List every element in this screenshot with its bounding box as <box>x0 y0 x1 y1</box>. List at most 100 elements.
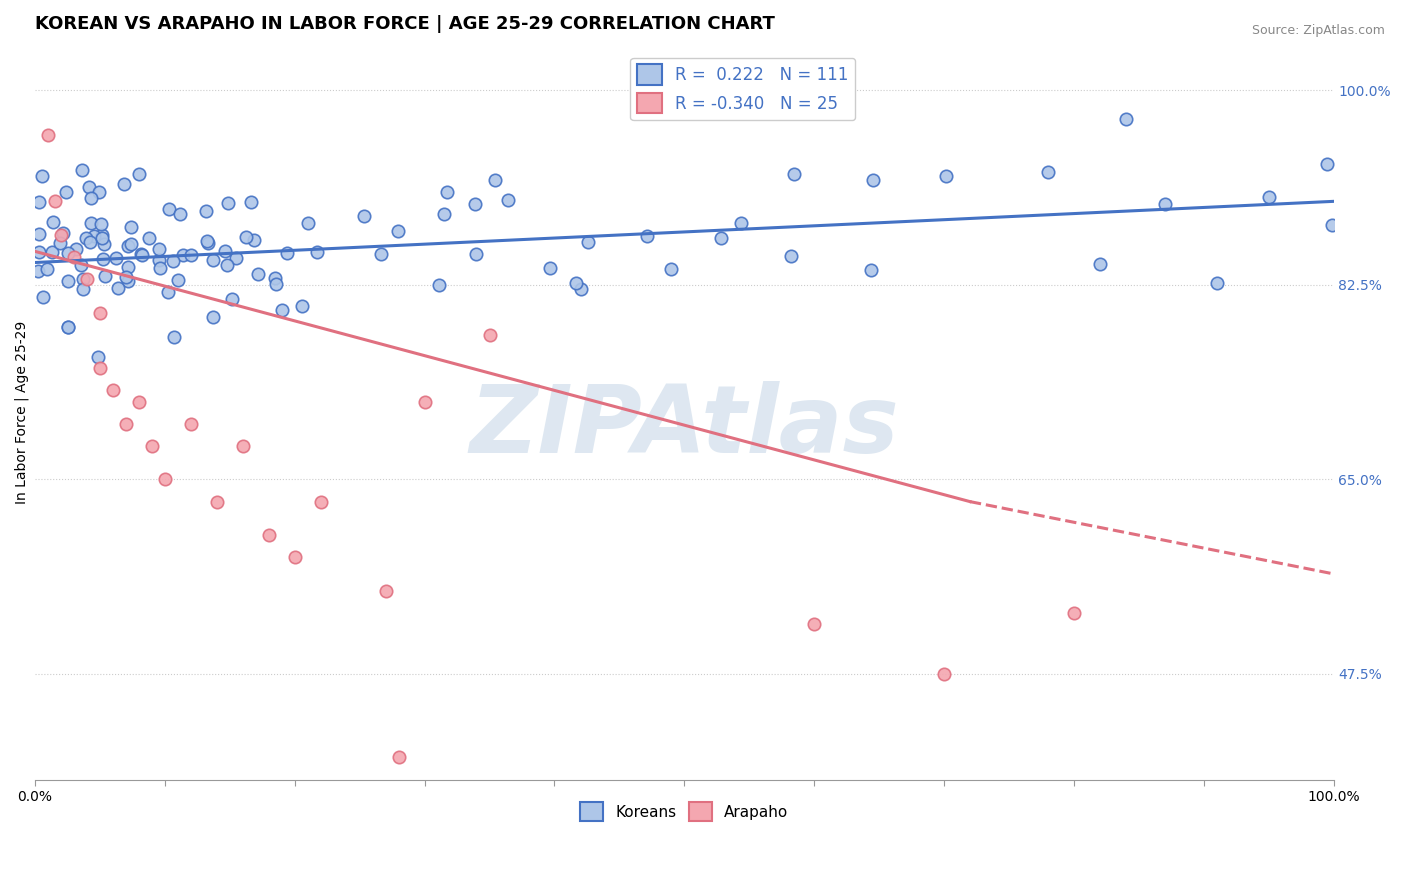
Point <box>205 494 228 508</box>
Point <box>1322 218 1344 232</box>
Point <box>148 242 170 256</box>
Point <box>264 270 287 285</box>
Point <box>115 270 138 285</box>
Point <box>148 260 170 275</box>
Point <box>217 196 239 211</box>
Point <box>659 262 682 277</box>
Point <box>169 207 191 221</box>
Point <box>27 264 49 278</box>
Point <box>214 244 236 258</box>
Point <box>89 361 111 376</box>
Point <box>148 252 170 267</box>
Point <box>436 186 458 200</box>
Point <box>156 285 179 299</box>
Point <box>141 439 163 453</box>
Point <box>266 277 288 292</box>
Point <box>72 272 94 286</box>
Point <box>128 167 150 181</box>
Point <box>180 417 202 431</box>
Point <box>779 249 801 263</box>
Point <box>101 384 124 398</box>
Point <box>194 203 217 218</box>
Point <box>484 173 506 187</box>
Point <box>153 472 176 486</box>
Legend: Koreans, Arapaho: Koreans, Arapaho <box>574 797 794 827</box>
Point <box>1036 164 1059 178</box>
Point <box>202 310 225 324</box>
Point <box>710 231 733 245</box>
Point <box>387 224 409 238</box>
Point <box>730 216 752 230</box>
Point <box>413 394 436 409</box>
Point <box>271 302 294 317</box>
Point <box>276 245 298 260</box>
Text: ZIPAtlas: ZIPAtlas <box>470 381 900 474</box>
Point <box>117 239 139 253</box>
Point <box>1257 190 1279 204</box>
Point <box>496 193 519 207</box>
Point <box>104 251 127 265</box>
Point <box>32 290 55 304</box>
Point <box>215 259 238 273</box>
Point <box>538 261 561 276</box>
Point <box>128 394 150 409</box>
Text: KOREAN VS ARAPAHO IN LABOR FORCE | AGE 25-29 CORRELATION CHART: KOREAN VS ARAPAHO IN LABOR FORCE | AGE 2… <box>35 15 775 33</box>
Point <box>117 260 139 274</box>
Point <box>86 351 108 365</box>
Point <box>80 216 103 230</box>
Point <box>1205 276 1227 290</box>
Point <box>138 231 160 245</box>
Point <box>235 229 257 244</box>
Point <box>27 245 49 260</box>
Point <box>72 162 94 177</box>
Point <box>41 245 63 260</box>
Point <box>37 128 59 142</box>
Point <box>195 234 218 248</box>
Point <box>70 258 93 272</box>
Point <box>94 268 117 283</box>
Point <box>305 245 328 260</box>
Point <box>247 267 270 281</box>
Point <box>52 226 75 240</box>
Point <box>56 319 79 334</box>
Point <box>564 276 586 290</box>
Point <box>79 235 101 249</box>
Point <box>374 583 396 598</box>
Point <box>28 194 51 209</box>
Point <box>197 236 219 251</box>
Point <box>65 242 87 256</box>
Point <box>91 252 114 267</box>
Point <box>1115 112 1137 126</box>
Point <box>782 167 804 181</box>
Point <box>370 247 392 261</box>
Point <box>221 292 243 306</box>
Point <box>290 299 312 313</box>
Point <box>56 275 79 289</box>
Point <box>388 750 411 764</box>
Point <box>37 262 59 277</box>
Point <box>42 214 65 228</box>
Point <box>862 172 884 186</box>
Point <box>72 282 94 296</box>
Point <box>56 319 79 334</box>
Point <box>117 274 139 288</box>
Point <box>427 277 450 292</box>
Point <box>115 417 138 431</box>
Point <box>180 248 202 262</box>
Point <box>166 273 188 287</box>
Point <box>44 194 66 209</box>
Point <box>28 227 51 241</box>
Point <box>1063 606 1085 620</box>
Point <box>162 253 184 268</box>
Point <box>1153 197 1175 211</box>
Point <box>433 207 456 221</box>
Point <box>93 236 115 251</box>
Point <box>91 227 114 242</box>
Point <box>112 177 135 191</box>
Point <box>89 305 111 319</box>
Point <box>478 327 501 342</box>
Point <box>464 197 486 211</box>
Text: Source: ZipAtlas.com: Source: ZipAtlas.com <box>1251 24 1385 37</box>
Point <box>1316 156 1339 170</box>
Point <box>163 330 186 344</box>
